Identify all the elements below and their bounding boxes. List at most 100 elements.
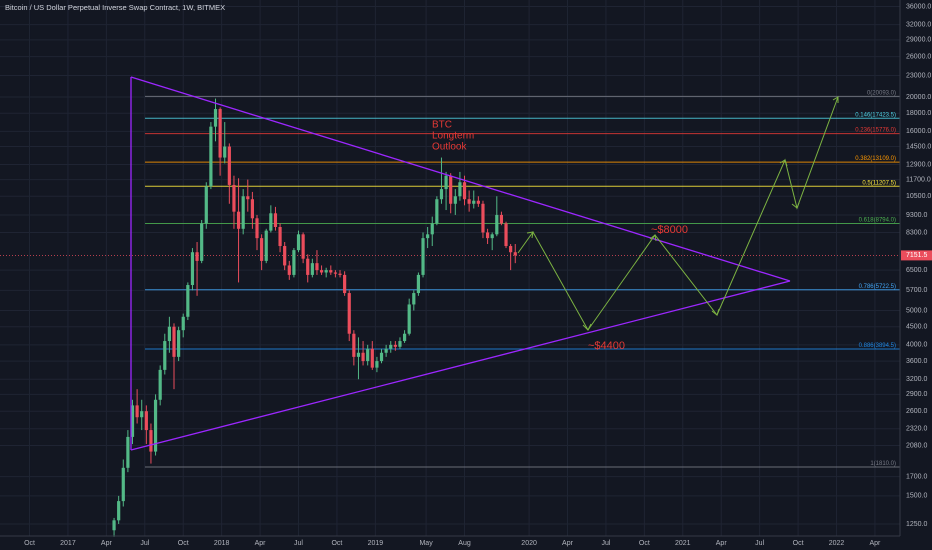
- candle-body: [200, 223, 204, 261]
- y-tick-label: 20000.0: [906, 94, 931, 101]
- candle-body: [246, 196, 250, 200]
- y-tick-label: 3600.0: [906, 358, 928, 365]
- candle-body: [121, 467, 125, 502]
- annotation: BTC: [432, 120, 452, 131]
- candle-body: [292, 250, 296, 275]
- candle-body: [338, 273, 342, 275]
- x-tick-label: Apr: [101, 540, 113, 547]
- chart-title: Bitcoin / US Dollar Perpetual Inverse Sw…: [5, 3, 225, 12]
- candle-body: [513, 252, 517, 256]
- candle-body: [241, 196, 245, 229]
- candle-body: [449, 175, 453, 204]
- candle-body: [117, 501, 121, 521]
- fib-levels: 0(20093.0) 0.146(17423.5) 0.236(15776.0) 0.…: [145, 90, 900, 468]
- y-tick-label: 11700.0: [906, 176, 931, 183]
- candle-body: [264, 230, 268, 261]
- candle-body: [306, 258, 310, 275]
- candle-body: [343, 274, 347, 294]
- annotation: Longterm: [432, 131, 474, 142]
- y-tick-label: 5000.0: [906, 307, 928, 314]
- y-tick-label: 6500.0: [906, 267, 928, 274]
- candle-body: [421, 238, 425, 275]
- candle-body: [190, 252, 195, 286]
- candle-body: [181, 316, 185, 331]
- x-tick-label: 2020: [521, 540, 537, 547]
- annotation: ~$4400: [588, 340, 625, 352]
- candle-body: [301, 234, 305, 259]
- candle-body: [213, 109, 218, 127]
- x-tick-label: Jul: [294, 540, 303, 547]
- candle-body: [481, 203, 485, 233]
- y-tick-label: 14500.0: [906, 143, 931, 150]
- candle-body: [135, 405, 139, 418]
- x-tick-label: Oct: [24, 540, 35, 547]
- candle-body: [273, 213, 278, 227]
- x-tick-label: Aug: [458, 540, 471, 547]
- x-tick-label: Jul: [755, 540, 764, 547]
- x-tick-label: 2022: [829, 540, 845, 547]
- fib-label: 0.886(3894.5): [859, 343, 896, 349]
- candle-body: [140, 411, 144, 418]
- x-tick-label: 2021: [675, 540, 691, 547]
- candle-body: [236, 211, 241, 229]
- price-axis: [900, 0, 932, 550]
- candle-body: [485, 232, 490, 239]
- candle-body: [204, 186, 208, 224]
- candle-body: [130, 405, 135, 437]
- x-tick-label: Oct: [639, 540, 650, 547]
- candle-body: [347, 293, 351, 334]
- candle-body: [398, 341, 402, 347]
- candle-body: [472, 200, 476, 204]
- y-tick-label: 36000.0: [906, 3, 931, 10]
- candle-body: [389, 344, 393, 349]
- candle-body: [232, 184, 236, 212]
- x-tick-label: Apr: [869, 540, 881, 547]
- y-tick-label: 3200.0: [906, 376, 928, 383]
- candle-body: [209, 126, 213, 187]
- candle-body: [430, 223, 434, 235]
- candle-body: [310, 263, 314, 275]
- candle-body: [499, 214, 504, 224]
- candle-body: [269, 213, 273, 231]
- x-tick-label: 2019: [368, 540, 384, 547]
- candle-body: [324, 270, 328, 273]
- candle-body: [467, 199, 471, 204]
- y-tick-label: 2900.0: [906, 391, 928, 398]
- x-tick-label: Oct: [793, 540, 804, 547]
- candle-body: [416, 274, 421, 294]
- candle-body: [195, 252, 199, 261]
- y-tick-label: 32000.0: [906, 22, 931, 29]
- triangle-edge: [130, 280, 791, 451]
- candle-body: [366, 348, 370, 362]
- x-tick-label: 2018: [214, 540, 230, 547]
- axes: 36000.0 32000.0 29000.0 26000.0 23000.0 20000…: [24, 3, 932, 547]
- candle-body: [439, 189, 444, 200]
- y-tick-label: 23000.0: [906, 72, 931, 79]
- candle-body: [435, 199, 439, 224]
- candle-body: [329, 270, 333, 273]
- y-tick-label: 29000.0: [906, 37, 931, 44]
- y-tick-label: 1500.0: [906, 493, 928, 500]
- y-tick-label: 26000.0: [906, 53, 931, 60]
- candle-body: [126, 436, 130, 468]
- y-tick-label: 4500.0: [906, 324, 928, 331]
- candle-body: [333, 272, 338, 274]
- annotation: ~$8000: [651, 224, 688, 236]
- candle-body: [227, 146, 231, 185]
- candle-body: [167, 326, 171, 342]
- candle-body: [509, 246, 513, 253]
- candle-body: [172, 326, 176, 357]
- candle-body: [402, 333, 407, 342]
- candle-body: [260, 238, 264, 261]
- y-tick-label: 8300.0: [906, 229, 928, 236]
- fib-label: 0.618(8794.0): [859, 218, 896, 224]
- arrow-head: [526, 96, 839, 331]
- y-tick-label: 16000.0: [906, 128, 931, 135]
- annotation: Outlook: [432, 142, 467, 153]
- fib-label: 0.786(5722.5): [859, 284, 896, 290]
- candle-body: [356, 352, 361, 357]
- last-price-label: 7151.5: [906, 252, 928, 259]
- candle-body: [393, 344, 397, 347]
- candle-body: [296, 234, 301, 251]
